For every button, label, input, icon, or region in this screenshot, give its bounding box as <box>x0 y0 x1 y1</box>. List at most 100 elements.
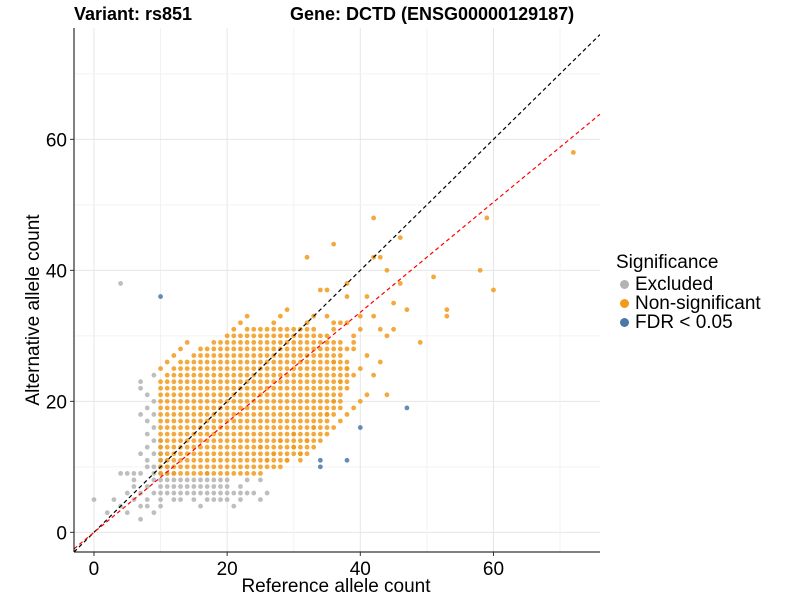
point-non-significant <box>211 340 217 345</box>
point-excluded <box>151 438 157 444</box>
point-non-significant <box>224 392 230 398</box>
point-non-significant <box>297 366 303 371</box>
point-non-significant <box>284 346 290 352</box>
point-non-significant <box>317 392 323 398</box>
point-non-significant <box>284 379 290 385</box>
point-non-significant <box>224 412 230 417</box>
point-non-significant <box>337 379 343 385</box>
point-non-significant <box>271 438 277 444</box>
point-non-significant <box>158 398 163 404</box>
point-non-significant <box>284 307 290 313</box>
point-non-significant <box>331 405 337 411</box>
y-axis-label: Alternative allele count <box>23 214 44 406</box>
point-non-significant <box>171 431 177 437</box>
point-excluded <box>264 490 270 496</box>
point-non-significant <box>317 385 323 391</box>
point-non-significant <box>238 451 243 457</box>
point-non-significant <box>251 418 257 424</box>
point-non-significant <box>218 457 223 463</box>
point-excluded <box>138 385 143 391</box>
point-excluded <box>198 490 203 496</box>
point-non-significant <box>291 418 297 424</box>
point-non-significant <box>251 379 257 385</box>
point-non-significant <box>218 464 223 470</box>
point-non-significant <box>184 366 190 371</box>
point-non-significant <box>204 405 210 411</box>
point-non-significant <box>291 326 297 332</box>
point-non-significant <box>491 287 496 293</box>
point-excluded <box>124 490 130 496</box>
point-non-significant <box>171 366 177 371</box>
point-excluded <box>211 477 217 483</box>
point-non-significant <box>271 451 277 457</box>
point-non-significant <box>337 418 343 424</box>
point-non-significant <box>218 392 223 398</box>
point-excluded <box>144 503 150 509</box>
point-non-significant <box>271 457 277 463</box>
point-non-significant <box>317 418 323 424</box>
point-non-significant <box>204 353 210 358</box>
point-non-significant <box>317 438 323 444</box>
point-non-significant <box>317 405 323 411</box>
point-non-significant <box>364 392 370 398</box>
point-non-significant <box>258 398 263 404</box>
point-non-significant <box>164 398 170 404</box>
point-non-significant <box>158 471 163 476</box>
point-non-significant <box>284 457 290 463</box>
point-excluded <box>151 510 157 516</box>
chart-title-gene: Gene: DCTD (ENSG00000129187) <box>290 4 575 24</box>
point-non-significant <box>218 346 223 352</box>
point-non-significant <box>291 412 297 417</box>
point-excluded <box>191 477 197 483</box>
point-non-significant <box>377 326 383 332</box>
point-non-significant <box>198 405 203 411</box>
point-non-significant <box>304 418 310 424</box>
point-excluded <box>138 516 143 522</box>
point-non-significant <box>258 425 263 430</box>
point-non-significant <box>178 346 183 352</box>
point-non-significant <box>171 438 177 444</box>
point-non-significant <box>271 398 277 404</box>
point-excluded <box>104 510 110 516</box>
point-excluded <box>218 484 223 489</box>
point-non-significant <box>331 425 337 430</box>
point-non-significant <box>311 359 317 365</box>
point-non-significant <box>238 425 243 430</box>
point-non-significant <box>317 346 323 352</box>
point-non-significant <box>311 379 317 385</box>
point-non-significant <box>164 464 170 470</box>
point-non-significant <box>258 418 263 424</box>
point-excluded <box>151 490 157 496</box>
point-non-significant <box>251 353 257 358</box>
point-non-significant <box>218 444 223 450</box>
point-non-significant <box>238 320 243 326</box>
point-non-significant <box>284 444 290 450</box>
point-non-significant <box>158 457 163 463</box>
point-non-significant <box>251 405 257 411</box>
point-non-significant <box>171 471 177 476</box>
fit-line <box>74 113 600 550</box>
point-non-significant <box>324 353 330 358</box>
point-non-significant <box>317 425 323 430</box>
point-non-significant <box>244 346 250 352</box>
point-non-significant <box>204 412 210 417</box>
point-non-significant <box>297 333 303 339</box>
point-non-significant <box>317 372 323 378</box>
point-non-significant <box>344 379 350 385</box>
point-excluded <box>158 484 163 489</box>
point-non-significant <box>324 340 330 345</box>
point-non-significant <box>284 385 290 391</box>
point-non-significant <box>258 385 263 391</box>
point-non-significant <box>191 438 197 444</box>
point-non-significant <box>184 444 190 450</box>
point-non-significant <box>264 346 270 352</box>
point-non-significant <box>297 379 303 385</box>
point-non-significant <box>244 405 250 411</box>
point-non-significant <box>158 451 163 457</box>
point-non-significant <box>258 340 263 345</box>
point-excluded <box>231 490 237 496</box>
point-non-significant <box>444 307 450 313</box>
point-non-significant <box>291 405 297 411</box>
point-non-significant <box>231 333 237 339</box>
point-non-significant <box>231 359 237 365</box>
